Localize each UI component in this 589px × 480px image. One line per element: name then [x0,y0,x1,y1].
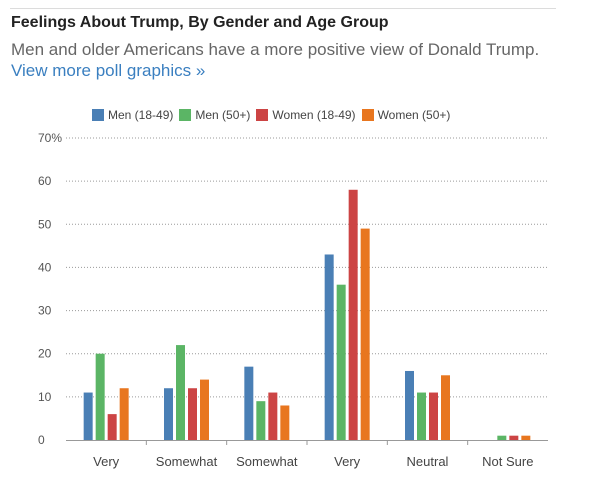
chart-legend: Men (18-49) Men (50+) Women (18-49) Women (… [92,108,456,124]
bar [441,375,450,440]
bar [429,392,438,440]
bar [336,284,346,440]
bar [244,366,254,440]
y-tick-label: 60 [38,174,52,188]
x-tick-label: Very [93,454,120,469]
x-tick-label: Not Sure [482,454,533,469]
legend-swatch [361,109,374,121]
bar [188,388,197,440]
y-tick-label: 40 [38,260,52,274]
y-tick-label: 20 [38,347,52,361]
bar [95,353,105,440]
chart-subtitle: Men and older Americans have a more posi… [11,39,551,81]
x-tick-label: Very [334,454,361,469]
bar [256,401,266,440]
x-tick-label: Neutral [407,454,449,469]
legend-swatch [256,109,269,121]
x-tick-label: Somewhat [156,454,218,469]
bar [405,370,414,440]
top-rule [10,8,556,9]
legend-swatch [92,109,104,121]
legend-label: Men (50+) [195,108,251,122]
y-tick-label: 70% [38,131,62,145]
y-tick-label: 10 [38,390,52,404]
legend-label: Women (18-49) [272,108,356,122]
legend-item: Men (50+) [179,108,250,122]
legend-swatch [179,109,192,121]
bar [324,254,334,440]
legend-item: Women (18-49) [256,108,356,122]
legend-label: Men (18-49) [108,108,174,122]
bar [509,435,519,440]
x-tick-label: Somewhat [236,454,298,469]
bar [164,388,173,440]
bar [83,392,93,440]
bar [107,414,117,440]
view-more-link[interactable]: View more poll graphics » [11,61,206,80]
legend-item: Men (18-49) [92,108,173,122]
y-tick-label: 30 [38,304,52,318]
bar [521,435,531,440]
bar [268,392,278,440]
subtitle-text: Men and older Americans have a more posi… [11,40,540,59]
bar [497,435,507,440]
chart-title: Feelings About Trump, By Gender and Age … [11,14,389,31]
bar [360,228,370,440]
bar [119,388,129,440]
legend-label: Women (50+) [377,108,451,122]
legend-item: Women (50+) [361,108,451,122]
bar [417,392,426,440]
bar [280,405,290,440]
y-tick-label: 0 [38,433,45,447]
y-tick-label: 50 [38,217,52,231]
bar [348,189,358,440]
bar [200,379,209,440]
bar [176,345,185,440]
